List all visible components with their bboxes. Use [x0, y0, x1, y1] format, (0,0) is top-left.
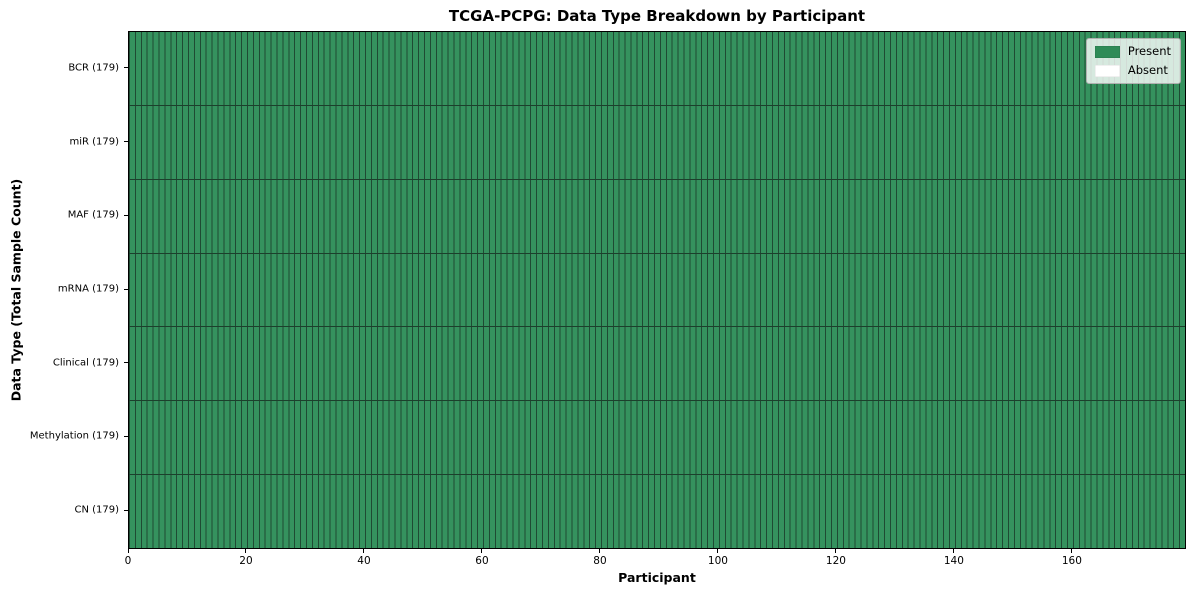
y-tick-label: miR (179)	[69, 136, 119, 148]
legend-swatch-absent	[1094, 64, 1120, 77]
y-axis-ticks: BCR (179) miR (179) MAF (179) mRNA (179) Cli…	[0, 31, 128, 547]
x-tick-mark	[481, 549, 483, 553]
heatmap-row-BCR	[129, 32, 1185, 106]
heatmap-row-mRNA	[129, 253, 1185, 328]
x-tick-mark	[363, 549, 365, 553]
x-tick-mark	[953, 549, 955, 553]
y-tick-mark	[124, 509, 128, 511]
x-axis-ticks: 0 20 40 60 80 100 120 140 160	[125, 549, 1184, 573]
y-tick-mark	[124, 362, 128, 364]
legend-label: Absent	[1127, 63, 1168, 77]
x-tick-label: 0	[124, 555, 132, 567]
x-tick-mark	[717, 549, 719, 553]
legend-label: Present	[1127, 44, 1171, 58]
heatmap-row-Methylation	[129, 401, 1185, 476]
y-tick-label: MAF (179)	[67, 209, 119, 221]
y-tick-label: Methylation (179)	[29, 430, 119, 442]
x-tick-label: 40	[357, 555, 371, 567]
x-tick-label: 160	[1061, 555, 1082, 567]
x-axis-label: Participant	[618, 570, 696, 585]
x-tick-mark	[835, 549, 837, 553]
y-tick-mark	[124, 67, 128, 69]
x-tick-label: 60	[475, 555, 489, 567]
y-tick-mark	[124, 435, 128, 437]
x-tick-label: 140	[943, 555, 964, 567]
x-tick-mark	[1071, 549, 1073, 553]
legend-item-absent: Absent	[1094, 63, 1171, 77]
heatmap-row-MAF	[129, 179, 1185, 254]
x-tick-mark	[127, 549, 129, 553]
legend-swatch-present	[1094, 45, 1120, 58]
heatmap-row-Clinical	[129, 327, 1185, 402]
legend-item-present: Present	[1094, 44, 1171, 58]
y-tick-mark	[124, 214, 128, 216]
x-tick-label: 100	[707, 555, 728, 567]
y-tick-label: Clinical (179)	[52, 357, 119, 369]
legend: Present Absent	[1085, 38, 1181, 84]
y-tick-mark	[124, 288, 128, 290]
y-tick-label: CN (179)	[74, 504, 119, 516]
y-tick-label: BCR (179)	[68, 62, 119, 74]
plot-area: Present Absent	[128, 31, 1186, 549]
heatmap-rows	[129, 32, 1185, 549]
x-tick-label: 80	[593, 555, 607, 567]
y-tick-mark	[124, 141, 128, 143]
x-tick-label: 20	[239, 555, 253, 567]
chart-title: TCGA-PCPG: Data Type Breakdown by Partic…	[448, 7, 866, 25]
heatmap-row-CN	[129, 475, 1185, 549]
heatmap-row-miR	[129, 105, 1185, 180]
x-tick-mark	[599, 549, 601, 553]
x-tick-label: 120	[825, 555, 846, 567]
x-tick-mark	[245, 549, 247, 553]
y-tick-label: mRNA (179)	[57, 283, 119, 295]
